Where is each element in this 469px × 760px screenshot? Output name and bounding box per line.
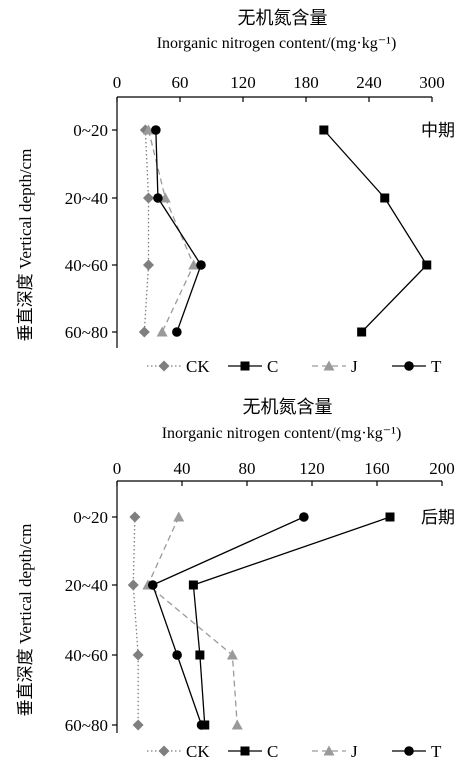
- mid-period-series-t: [151, 125, 206, 337]
- mid-period-x-axis-label: Inorganic nitrogen content/(mg·kg⁻¹): [157, 35, 397, 52]
- data-point-c: [188, 580, 198, 590]
- data-point-j: [226, 649, 238, 660]
- legend-label-t: T: [431, 357, 442, 376]
- legend-label-ck: CK: [186, 742, 210, 760]
- mid-period-x-tick-label: 0: [113, 73, 122, 92]
- legend-marker-t: [404, 746, 414, 756]
- mid-period-chart-title: 无机氮含量: [238, 8, 328, 28]
- series-line-c: [192, 516, 391, 726]
- mid-period-x-tick-label: 60: [172, 73, 189, 92]
- late-period-x-tick-label: 120: [299, 459, 325, 478]
- late-period-x-tick-label: 40: [174, 459, 191, 478]
- data-point-ck: [127, 579, 139, 591]
- mid-period-x-tick-label: 240: [356, 73, 382, 92]
- legend-label-t: T: [431, 742, 442, 760]
- mid-period-series-ck: [138, 124, 154, 338]
- data-point-ck: [138, 326, 150, 338]
- legend-marker-ck: [158, 360, 170, 372]
- mid-period-panel: 无机氮含量 Inorganic nitrogen content/(mg·kg⁻¹…: [16, 8, 455, 376]
- legend-label-ck: CK: [186, 357, 210, 376]
- series-line-t: [151, 516, 305, 726]
- data-point-c: [380, 193, 390, 203]
- late-period-x-tick-label: 160: [364, 459, 390, 478]
- data-point-t: [153, 193, 163, 203]
- late-period-y-tick-label: 40~60: [65, 646, 108, 665]
- late-period-legend: CK C J T: [147, 742, 442, 760]
- data-point-t: [196, 260, 206, 270]
- mid-period-y-tick-label: 0~20: [73, 121, 108, 140]
- data-point-t: [172, 327, 182, 337]
- data-point-ck: [143, 192, 154, 204]
- data-point-ck: [129, 511, 141, 523]
- data-point-ck: [132, 719, 144, 731]
- mid-period-y-tick-label: 40~60: [65, 256, 108, 275]
- legend-marker-t: [404, 361, 414, 371]
- data-point-t: [151, 125, 161, 135]
- late-period-chart-title: 无机氮含量: [243, 397, 333, 417]
- mid-period-y-tick-label: 60~80: [65, 323, 108, 342]
- series-line-j: [147, 516, 238, 726]
- late-period-series-t: [147, 512, 309, 730]
- mid-period-series-j: [143, 124, 200, 337]
- late-period-x-tick-label: 0: [113, 459, 122, 478]
- late-period-y-tick-label: 20~40: [65, 576, 108, 595]
- data-point-c: [385, 512, 395, 522]
- data-point-ck: [132, 649, 144, 661]
- late-period-series-j: [142, 511, 243, 730]
- late-period-panel-label: 后期: [421, 508, 455, 527]
- data-point-j: [143, 124, 154, 135]
- legend-label-j: J: [351, 742, 358, 760]
- series-line-c: [323, 129, 428, 333]
- mid-period-x-tick-label: 180: [293, 73, 319, 92]
- data-point-c: [195, 650, 205, 660]
- mid-period-series-c: [319, 125, 432, 337]
- legend-marker-j: [323, 360, 335, 371]
- series-line-t: [155, 129, 202, 333]
- data-point-j: [231, 719, 243, 730]
- series-line-j: [147, 129, 195, 333]
- data-point-t: [299, 512, 309, 522]
- late-period-panel: 无机氮含量 Inorganic nitrogen content/(mg·kg⁻¹…: [16, 397, 455, 760]
- data-point-c: [422, 260, 432, 270]
- legend-label-j: J: [351, 357, 358, 376]
- late-period-x-tick-label: 80: [239, 459, 256, 478]
- data-point-c: [319, 125, 329, 135]
- series-line-ck: [132, 516, 139, 725]
- late-period-x-tick-label: 200: [429, 459, 455, 478]
- late-period-series-ck: [127, 511, 144, 731]
- mid-period-panel-label: 中期: [421, 121, 455, 140]
- late-period-series-c: [188, 512, 395, 730]
- late-period-y-tick-label: 0~20: [73, 508, 108, 527]
- data-point-j: [188, 259, 200, 270]
- mid-period-x-tick-label: 120: [230, 73, 256, 92]
- data-point-c: [357, 327, 367, 337]
- data-point-t: [196, 720, 207, 730]
- data-point-t: [147, 580, 158, 590]
- data-point-t: [172, 650, 182, 660]
- data-point-j: [173, 511, 185, 522]
- mid-period-y-tick-label: 20~40: [65, 189, 108, 208]
- late-period-x-axis-label: Inorganic nitrogen content/(mg·kg⁻¹): [162, 425, 402, 442]
- legend-marker-c: [240, 361, 250, 371]
- legend-label-c: C: [267, 742, 278, 760]
- mid-period-legend: CK C J T: [147, 357, 442, 376]
- legend-label-c: C: [267, 357, 278, 376]
- mid-period-y-axis-label: 垂直深度 Vertical depth/cm: [16, 149, 35, 342]
- late-period-y-axis-label: 垂直深度 Vertical depth/cm: [16, 524, 35, 717]
- series-line-ck: [143, 129, 150, 333]
- data-point-ck: [143, 259, 154, 271]
- data-point-j: [159, 192, 171, 203]
- legend-marker-j: [323, 745, 335, 756]
- legend-marker-c: [240, 746, 250, 756]
- legend-marker-ck: [158, 745, 170, 757]
- data-point-j: [156, 326, 168, 337]
- mid-period-x-tick-label: 300: [419, 73, 445, 92]
- late-period-y-tick-label: 60~80: [65, 716, 108, 735]
